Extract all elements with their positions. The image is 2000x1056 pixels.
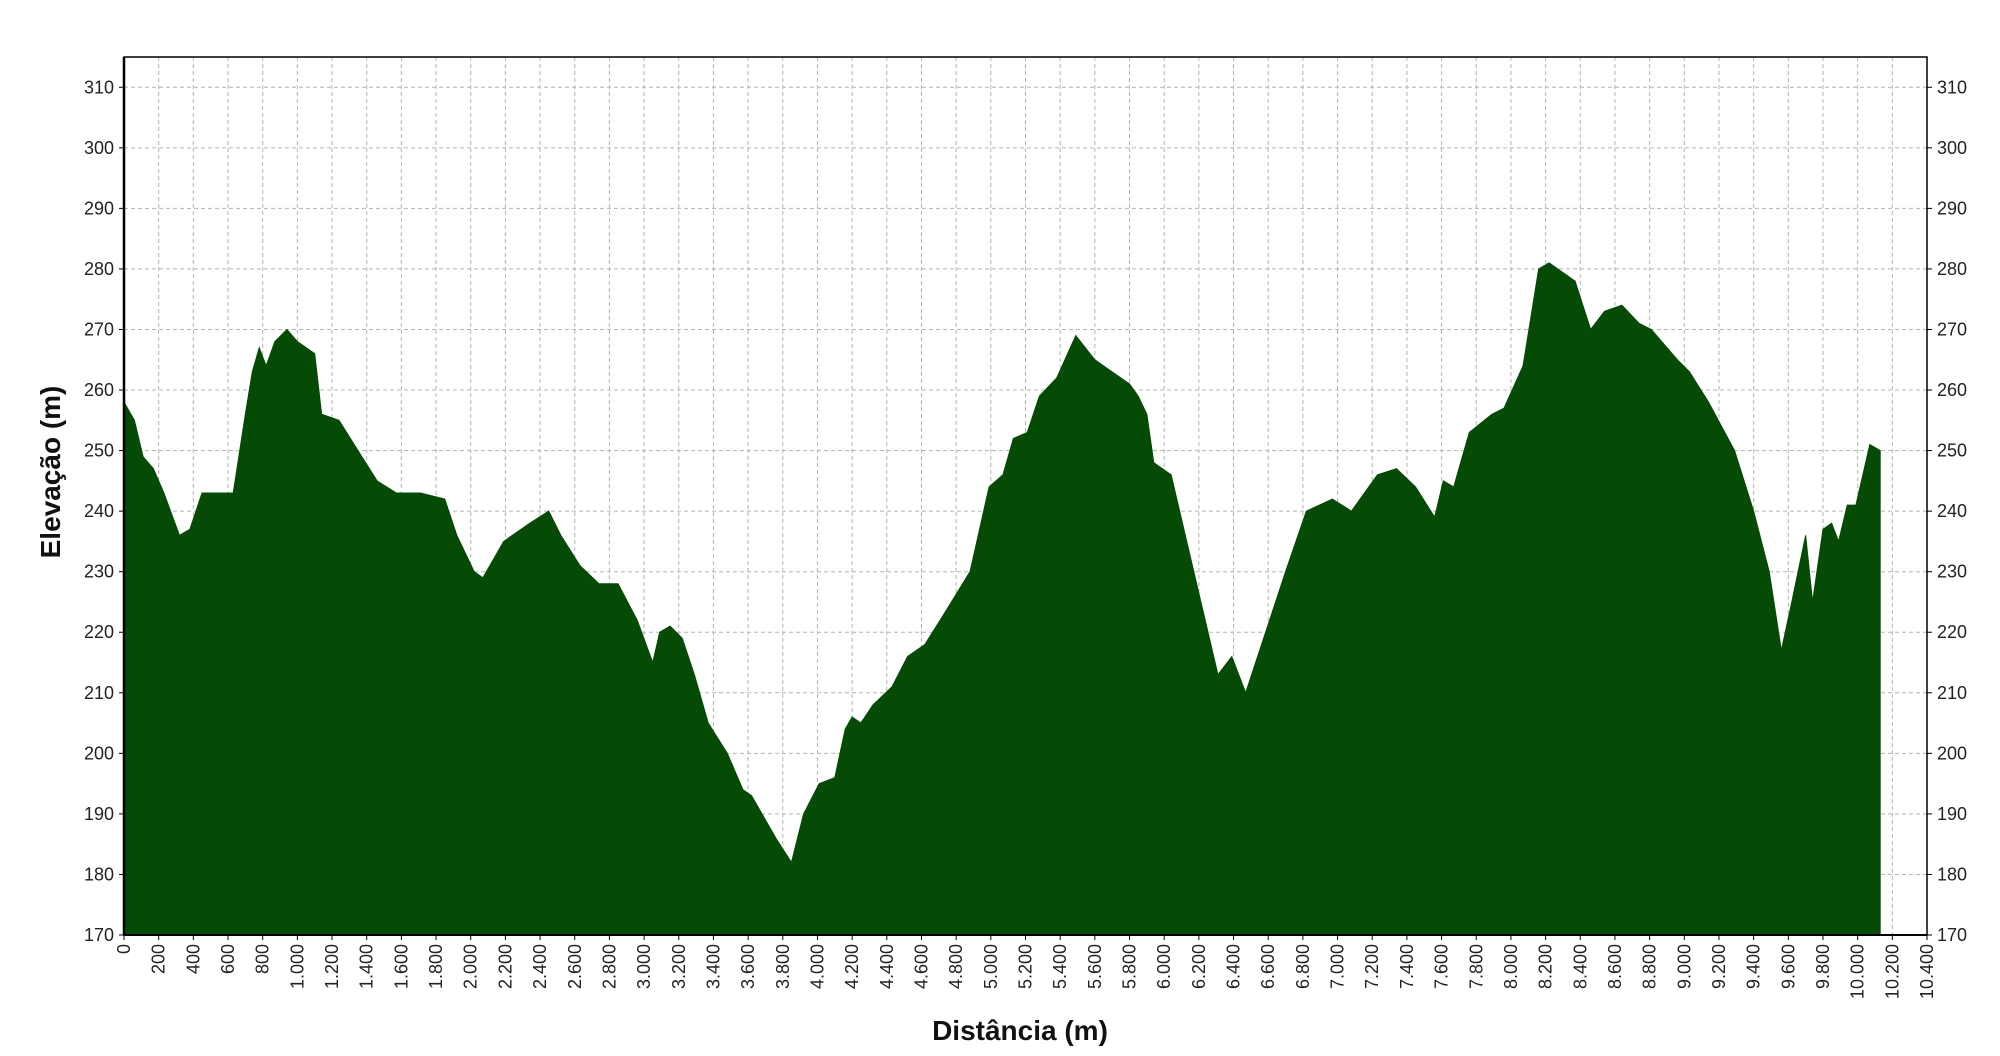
- x-tick-label: 9.800: [1813, 944, 1833, 989]
- x-tick-label: 1.200: [322, 944, 342, 989]
- x-tick-label: 2.800: [599, 944, 619, 989]
- x-tick-label: 1.000: [287, 944, 307, 989]
- y2-tick-label: 190: [1937, 804, 1967, 824]
- x-tick-label: 3.800: [773, 944, 793, 989]
- x-axis-title: Distância (m): [932, 1015, 1108, 1046]
- y-axis-title: Elevação (m): [35, 386, 66, 559]
- x-tick-label: 9.200: [1709, 944, 1729, 989]
- x-tick-label: 7.000: [1328, 944, 1348, 989]
- y2-tick-label: 240: [1937, 501, 1967, 521]
- x-tick-label: 4.800: [946, 944, 966, 989]
- y2-tick-label: 270: [1937, 319, 1967, 339]
- x-tick-label: 7.600: [1432, 944, 1452, 989]
- y-tick-label: 230: [84, 562, 114, 582]
- y2-tick-label: 170: [1937, 925, 1967, 945]
- x-tick-label: 5.200: [1016, 944, 1036, 989]
- x-tick-label: 4.600: [911, 944, 931, 989]
- y-tick-label: 260: [84, 380, 114, 400]
- x-tick-label: 6.000: [1154, 944, 1174, 989]
- x-tick-label: 7.800: [1466, 944, 1486, 989]
- x-tick-label: 3.400: [703, 944, 723, 989]
- y2-tick-label: 200: [1937, 743, 1967, 763]
- x-tick-label: 3.600: [738, 944, 758, 989]
- y-tick-label: 280: [84, 259, 114, 279]
- x-tick-label: 1.400: [357, 944, 377, 989]
- elevation-area: [123, 262, 1881, 936]
- x-tick-label: 8.200: [1536, 944, 1556, 989]
- x-tick-label: 5.600: [1085, 944, 1105, 989]
- y-tick-label: 190: [84, 804, 114, 824]
- x-tick-label: 0: [114, 944, 134, 954]
- x-tick-label: 200: [149, 944, 169, 974]
- x-tick-label: 9.600: [1778, 944, 1798, 989]
- x-tick-label: 1.800: [426, 944, 446, 989]
- x-tick-label: 7.400: [1397, 944, 1417, 989]
- x-tick-label: 5.800: [1120, 944, 1140, 989]
- x-tick-label: 2.600: [565, 944, 585, 989]
- x-tick-label: 3.200: [669, 944, 689, 989]
- y2-tick-label: 290: [1937, 198, 1967, 218]
- y2-tick-label: 210: [1937, 683, 1967, 703]
- x-tick-label: 4.200: [842, 944, 862, 989]
- x-tick-label: 4.400: [877, 944, 897, 989]
- x-tick-label: 10.000: [1848, 944, 1868, 999]
- y2-tick-label: 310: [1937, 77, 1967, 97]
- x-tick-label: 10.400: [1917, 944, 1937, 999]
- x-tick-label: 6.400: [1224, 944, 1244, 989]
- y-tick-label: 270: [84, 319, 114, 339]
- x-tick-label: 8.600: [1605, 944, 1625, 989]
- y2-tick-label: 280: [1937, 259, 1967, 279]
- y-tick-label: 240: [84, 501, 114, 521]
- y2-tick-label: 180: [1937, 864, 1967, 884]
- x-tick-label: 4.000: [807, 944, 827, 989]
- x-tick-label: 800: [253, 944, 273, 974]
- y2-tick-label: 260: [1937, 380, 1967, 400]
- y-tick-label: 310: [84, 77, 114, 97]
- x-tick-label: 8.400: [1570, 944, 1590, 989]
- x-tick-label: 400: [183, 944, 203, 974]
- x-tick-label: 2.000: [461, 944, 481, 989]
- y-tick-label: 300: [84, 138, 114, 158]
- x-tick-label: 9.400: [1744, 944, 1764, 989]
- y-tick-label: 220: [84, 622, 114, 642]
- x-tick-label: 2.200: [495, 944, 515, 989]
- x-tick-label: 1.600: [391, 944, 411, 989]
- y2-tick-label: 250: [1937, 441, 1967, 461]
- x-tick-label: 7.200: [1362, 944, 1382, 989]
- x-tick-label: 8.000: [1501, 944, 1521, 989]
- x-tick-label: 3.000: [634, 944, 654, 989]
- y2-tick-label: 220: [1937, 622, 1967, 642]
- y2-tick-label: 300: [1937, 138, 1967, 158]
- y-tick-label: 200: [84, 743, 114, 763]
- x-tick-label: 6.800: [1293, 944, 1313, 989]
- y2-tick-label: 230: [1937, 562, 1967, 582]
- y-tick-label: 290: [84, 198, 114, 218]
- x-tick-label: 2.400: [530, 944, 550, 989]
- x-tick-label: 8.800: [1640, 944, 1660, 989]
- x-tick-label: 6.200: [1189, 944, 1209, 989]
- y-tick-label: 180: [84, 864, 114, 884]
- x-tick-label: 10.200: [1882, 944, 1902, 999]
- x-tick-label: 6.600: [1258, 944, 1278, 989]
- x-tick-label: 5.000: [981, 944, 1001, 989]
- y-tick-label: 170: [84, 925, 114, 945]
- y-tick-label: 210: [84, 683, 114, 703]
- x-tick-label: 5.400: [1050, 944, 1070, 989]
- x-tick-label: 600: [218, 944, 238, 974]
- y-tick-label: 250: [84, 441, 114, 461]
- x-tick-label: 9.000: [1674, 944, 1694, 989]
